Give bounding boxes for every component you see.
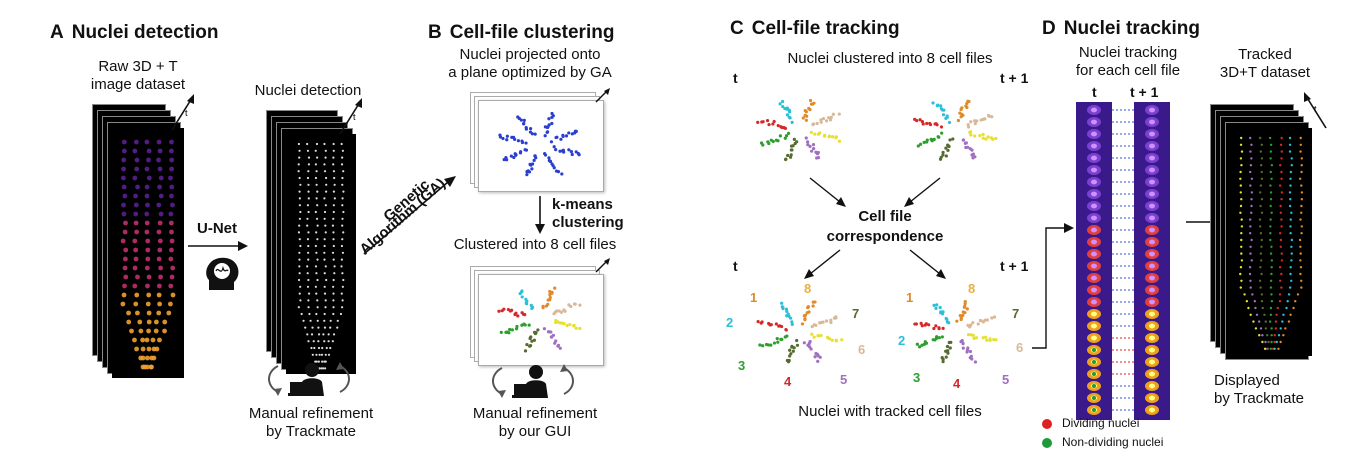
unet-label: U-Net <box>197 220 237 237</box>
person-laptop-icon <box>512 365 548 398</box>
projected-nuclei-plot <box>498 111 581 177</box>
manual-refinement-a-2: by Trackmate <box>265 423 357 440</box>
file-number-5: 5 <box>840 372 848 387</box>
manual-refinement-b-1: Manual refinement <box>472 405 598 422</box>
file-number-3: 3 <box>738 358 746 373</box>
panel-b-title: B Cell-file clustering <box>428 22 615 43</box>
file-number-7: 7 <box>852 306 860 321</box>
file-number-8: 8 <box>804 281 812 296</box>
cluster-plot-t1 <box>913 99 998 161</box>
non-dividing-legend-dot <box>1042 438 1052 448</box>
kmeans-label-1: k-means <box>552 196 613 213</box>
clustered-nuclei-plot <box>497 286 582 353</box>
tracking-label-1: Nuclei tracking <box>1078 44 1178 61</box>
projection-label-1: Nuclei projected onto <box>459 46 601 63</box>
panel-c-title: C Cell-file tracking <box>730 18 900 39</box>
svg-text:t: t <box>353 112 356 122</box>
time-t-label: t <box>733 70 738 86</box>
nuclei-tracking-strips <box>1076 102 1170 420</box>
panel-a-title: A Nuclei detection <box>50 22 219 43</box>
manual-refinement-b-2: by our GUI <box>498 423 572 440</box>
refresh-arrows-icon <box>492 364 574 398</box>
file-number-2-t1: 2 <box>898 333 906 348</box>
tracked-plot-t <box>756 300 844 364</box>
person-laptop-icon <box>288 363 324 396</box>
displayed-label-2: by Trackmate <box>1214 390 1305 407</box>
tracked-plot-t1 <box>913 300 998 364</box>
dividing-legend-dot <box>1042 419 1052 429</box>
raw-root-image <box>112 128 184 378</box>
file-number-1-t1: 1 <box>906 290 914 305</box>
file-number-4: 4 <box>784 374 792 389</box>
refresh-arrows-icon <box>268 362 350 396</box>
file-number-6: 6 <box>858 342 866 357</box>
svg-text:t: t <box>185 108 188 118</box>
file-number-7-t1: 7 <box>1012 306 1020 321</box>
raw-dataset-label-2: image dataset <box>90 76 186 93</box>
tracked-dataset-label-1: Tracked <box>1238 46 1292 63</box>
time-arrow-icon: t <box>171 94 194 131</box>
detected-nuclei-image <box>286 134 356 374</box>
time-arrow-icon: t <box>339 98 362 135</box>
svg-text:t: t <box>1314 104 1317 114</box>
connector-arrow <box>1032 223 1074 349</box>
time-t-label-bottom: t <box>733 258 738 274</box>
kmeans-label-2: clustering <box>552 214 624 231</box>
time-t-label-d: t <box>1092 84 1097 100</box>
tracking-label-2: for each cell file <box>1075 62 1181 79</box>
clustered-files-label: Nuclei clustered into 8 cell files <box>787 50 993 67</box>
dividing-legend-label: Dividing nuclei <box>1062 416 1140 430</box>
projection-label-2: a plane optimized by GA <box>448 64 612 81</box>
time-t1-label-d: t + 1 <box>1130 84 1159 100</box>
correspondence-label-1: Cell file <box>858 208 912 225</box>
tracked-files-label: Nuclei with tracked cell files <box>798 403 982 420</box>
nuclei-detection-label: Nuclei detection <box>254 82 362 99</box>
file-number-6-t1: 6 <box>1016 340 1024 355</box>
ga-arrow <box>363 176 456 255</box>
time-arrow-icon <box>595 258 610 273</box>
file-number-3-t1: 3 <box>913 370 921 385</box>
clustered-label: Clustered into 8 cell files <box>453 236 617 253</box>
kmeans-arrow <box>535 196 545 234</box>
file-number-5-t1: 5 <box>1002 372 1010 387</box>
non-dividing-legend-label: Non-dividing nuclei <box>1062 435 1164 449</box>
cluster-plot-t <box>756 98 842 162</box>
time-t1-label: t + 1 <box>1000 70 1029 86</box>
correspondence-arrows <box>804 177 946 279</box>
file-number-8-t1: 8 <box>968 281 976 296</box>
displayed-label-1: Displayed <box>1214 372 1280 389</box>
time-arrow-icon: t <box>1304 92 1327 129</box>
correspondence-label-2: correspondence <box>826 228 944 245</box>
raw-dataset-label-1: Raw 3D + T <box>98 58 178 75</box>
manual-refinement-a-1: Manual refinement <box>248 405 374 422</box>
file-number-2: 2 <box>726 315 734 330</box>
file-number-4-t1: 4 <box>953 376 961 391</box>
panel-d-title: D Nuclei tracking <box>1042 18 1200 39</box>
brain-icon <box>206 257 239 290</box>
time-arrow-icon <box>595 88 610 103</box>
tracked-dataset-image <box>1230 128 1312 356</box>
file-number-1: 1 <box>750 290 758 305</box>
tracked-dataset-label-2: 3D+T dataset <box>1219 64 1311 81</box>
time-t1-label-bottom: t + 1 <box>1000 258 1029 274</box>
unet-arrow <box>188 241 248 251</box>
